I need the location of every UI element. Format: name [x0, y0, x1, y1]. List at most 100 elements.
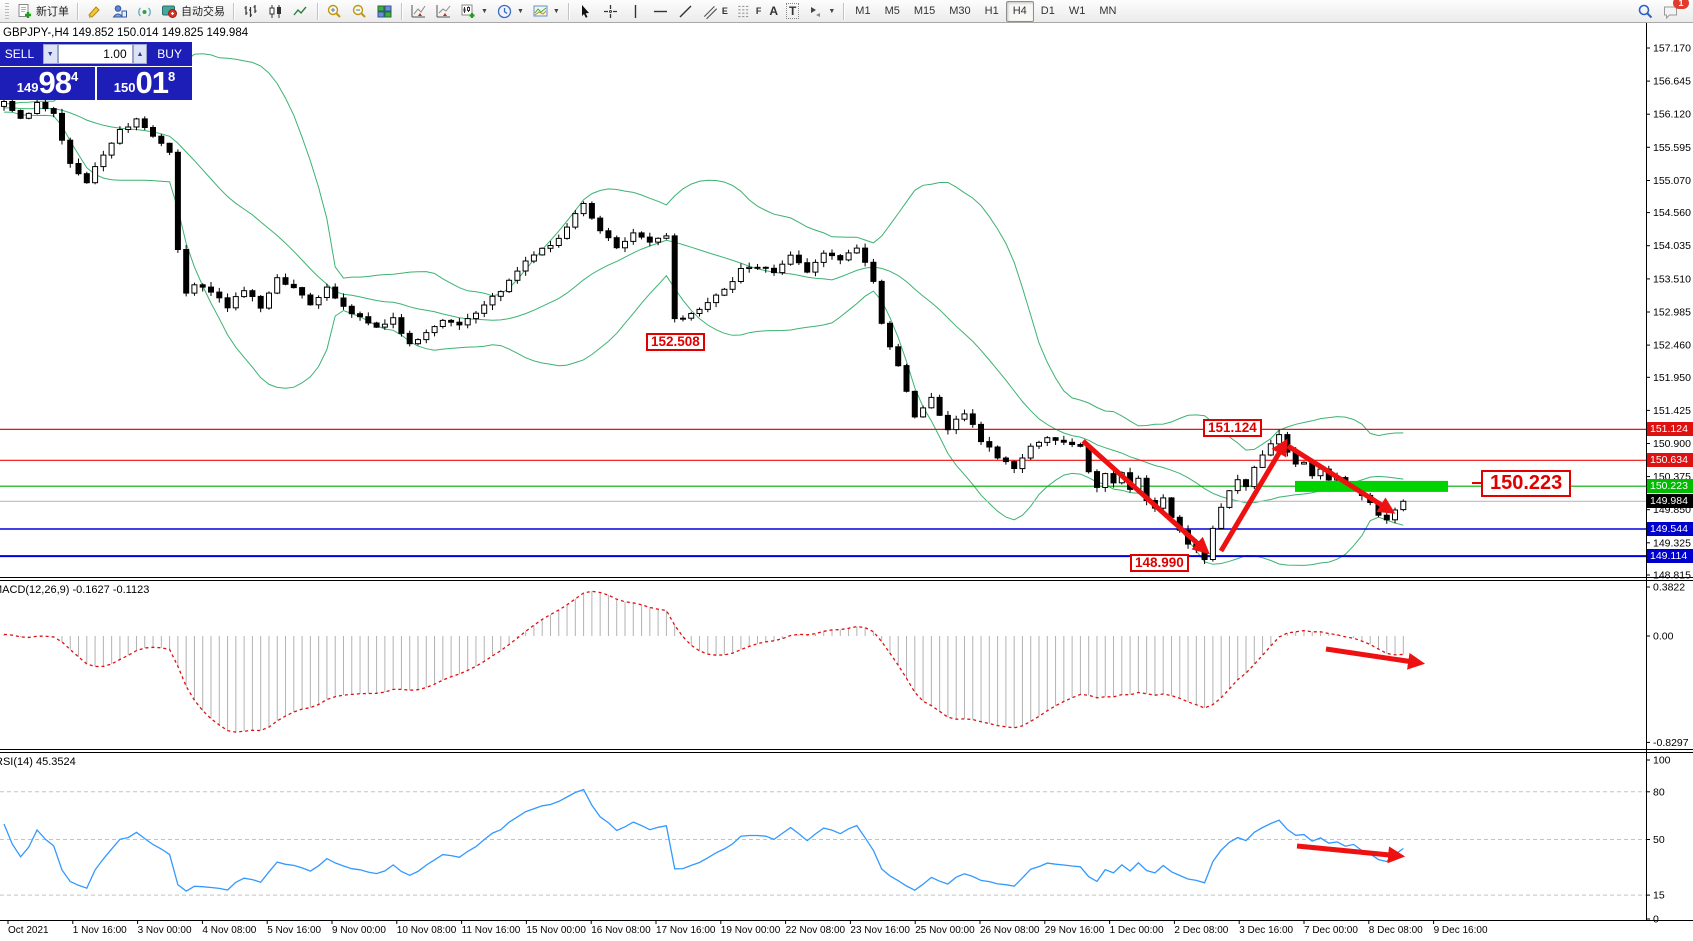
zoom-in-icon	[327, 4, 341, 18]
label-tool-letter: T	[786, 3, 800, 19]
period-templates-button[interactable]: ▼	[492, 0, 528, 22]
chevron-down-icon: ▼	[481, 7, 488, 15]
trendline-tool-button[interactable]	[673, 0, 698, 22]
tab-mn[interactable]: MN	[1099, 5, 1117, 17]
trend-arrow[interactable]	[1296, 843, 1406, 864]
text-tool-letter: A	[769, 4, 778, 18]
tab-m30[interactable]: M30	[949, 5, 971, 17]
svg-text:16 Nov 08:00: 16 Nov 08:00	[591, 925, 651, 936]
tab-h4[interactable]: H4	[1005, 0, 1034, 22]
autotrade-label: 自动交易	[181, 6, 225, 18]
svg-text:149.325: 149.325	[1653, 537, 1691, 549]
marker-button[interactable]	[82, 0, 107, 22]
step-forward-button[interactable]	[431, 0, 456, 22]
vertical-line-icon	[634, 4, 637, 18]
macd-axis: 0.3822 0.00 -0.8297	[1646, 582, 1689, 749]
svg-text:23 Nov 16:00: 23 Nov 16:00	[850, 925, 910, 936]
toolbar-separator	[77, 2, 78, 20]
tab-h1[interactable]: H1	[984, 5, 999, 17]
trend-arrow[interactable]	[1286, 443, 1396, 514]
trend-arrow[interactable]	[1081, 439, 1210, 555]
publisher-button[interactable]	[107, 0, 132, 22]
sell-price-button[interactable]: 149 98 4	[0, 67, 97, 100]
trend-arrow[interactable]	[1325, 646, 1426, 670]
cursor-tool-button[interactable]	[573, 0, 598, 22]
svg-text:151.950: 151.950	[1653, 372, 1691, 384]
fibonacci-tool-button[interactable]: F	[732, 0, 766, 22]
shapes-tool-button[interactable]: ▼	[803, 0, 839, 22]
tab-m15[interactable]: M15	[913, 5, 936, 17]
svg-text:50: 50	[1653, 834, 1665, 846]
svg-text:5 Nov 16:00: 5 Nov 16:00	[267, 925, 321, 936]
step-back-button[interactable]	[406, 0, 431, 22]
price-callout-150.223[interactable]: 150.223	[1481, 470, 1572, 497]
svg-text:9 Nov 00:00: 9 Nov 00:00	[332, 925, 386, 936]
autotrade-button[interactable]: 自动交易	[157, 0, 229, 22]
text-tool-button[interactable]: A	[765, 0, 782, 22]
notifications-button[interactable]: 1	[1658, 0, 1689, 22]
vline-tool-button[interactable]	[623, 0, 648, 22]
tab-m1[interactable]: M1	[855, 5, 871, 17]
crosshair-tool-button[interactable]	[598, 0, 623, 22]
macd-panel	[3, 590, 1404, 733]
new-order-icon	[18, 3, 31, 18]
rsi-line	[3, 788, 1404, 892]
search-button[interactable]	[1633, 0, 1658, 22]
buy-price-button[interactable]: 150 01 8	[97, 67, 192, 100]
line-chart-mode-button[interactable]	[288, 0, 313, 22]
new-chart-button[interactable]: ▼	[456, 0, 492, 22]
rsi-indicator-label: RSI(14) 45.3524	[0, 756, 76, 768]
chevron-down-icon: ▼	[552, 7, 560, 15]
label-tool-button[interactable]: T	[782, 0, 803, 22]
sell-price-sup: 4	[70, 69, 79, 84]
candlestick-mode-button[interactable]	[263, 0, 288, 22]
toolbar-separator	[843, 2, 845, 20]
volume-increase-button[interactable]: ▲	[132, 44, 148, 64]
toolbar-grip[interactable]	[5, 3, 9, 19]
bar-chart-mode-button[interactable]	[238, 0, 263, 22]
candlestick-icon	[269, 4, 281, 18]
channel-tool-button[interactable]: E	[698, 0, 732, 22]
volume-input[interactable]: 1.00	[57, 44, 133, 64]
price-level-lines[interactable]	[0, 428, 1646, 558]
time-axis[interactable]: Oct 2021 1 Nov 16:00 3 Nov 00:00 4 Nov 08:0…	[7, 920, 1488, 936]
buy-button[interactable]: BUY	[157, 47, 182, 61]
toolbar-separator	[401, 2, 402, 20]
tab-m5[interactable]: M5	[884, 5, 900, 17]
hline-tool-button[interactable]	[648, 0, 673, 22]
axis-price-badge-150.634: 150.634	[1647, 453, 1693, 467]
sell-button[interactable]: SELL	[4, 47, 35, 61]
svg-text:22 Nov 08:00: 22 Nov 08:00	[786, 925, 846, 936]
tab-d1[interactable]: D1	[1040, 5, 1055, 17]
price-callout-152.508[interactable]: 152.508	[646, 333, 705, 352]
zoom-out-button[interactable]	[347, 0, 372, 22]
price-callout-148.990[interactable]: 148.990	[1130, 554, 1189, 573]
axis-price-badge-149.984: 149.984	[1647, 494, 1693, 508]
svg-text:9 Dec 16:00: 9 Dec 16:00	[1434, 925, 1488, 936]
svg-text:17 Nov 16:00: 17 Nov 16:00	[656, 925, 716, 936]
trend-arrows[interactable]	[1081, 438, 1426, 864]
chart-template-icon	[533, 5, 548, 16]
svg-text:152.460: 152.460	[1653, 340, 1691, 352]
zoom-in-button[interactable]	[322, 0, 347, 22]
tab-w1[interactable]: W1	[1068, 5, 1086, 17]
volume-decrease-button[interactable]: ▼	[42, 44, 58, 64]
new-order-button[interactable]: 新订单	[12, 0, 73, 22]
highlight-zone-bar[interactable]	[1295, 480, 1448, 492]
axis-price-badge-149.114: 149.114	[1647, 549, 1693, 563]
signals-button[interactable]	[132, 0, 157, 22]
price-axis[interactable]: 157.170 156.645 156.120 155.595 155.070 154.5…	[1646, 43, 1691, 582]
price-callout-151.124[interactable]: 151.124	[1203, 419, 1262, 438]
svg-text:154.035: 154.035	[1653, 240, 1691, 252]
tile-windows-button[interactable]	[372, 0, 397, 22]
bollinger-middle	[4, 107, 1404, 504]
template-button[interactable]: ▼	[528, 0, 564, 22]
svg-text:152.985: 152.985	[1653, 307, 1691, 319]
svg-text:1 Dec 00:00: 1 Dec 00:00	[1110, 925, 1164, 936]
svg-text:80: 80	[1653, 786, 1665, 798]
cursor-icon	[581, 4, 589, 18]
svg-text:11 Nov 16:00: 11 Nov 16:00	[462, 925, 521, 936]
trend-arrow[interactable]	[1218, 438, 1288, 553]
